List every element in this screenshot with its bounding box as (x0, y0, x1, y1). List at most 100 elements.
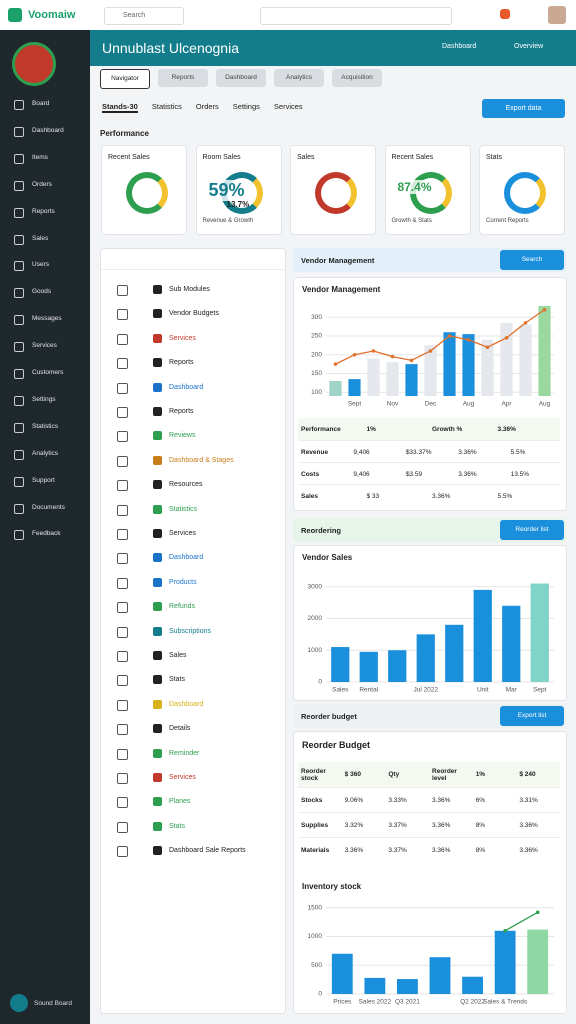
notifications[interactable] (500, 9, 510, 19)
chart-title: Vendor Management (302, 285, 381, 294)
list-item[interactable]: Dashboard Sale Reports (169, 847, 246, 855)
table: Performance 1% Growth % 3.36% Revenue 9,406 $3… (298, 418, 560, 506)
nav-item[interactable]: Users (32, 261, 49, 269)
list-item[interactable]: Dashboard (169, 383, 204, 391)
nav-item[interactable]: Statistics (32, 422, 59, 430)
nav-icon (14, 100, 24, 110)
subtab[interactable]: Settings (232, 102, 260, 111)
subtab[interactable]: Orders (195, 102, 219, 111)
nav-item[interactable]: Items (32, 153, 48, 161)
line-point (371, 349, 376, 353)
tab[interactable]: Analytics (274, 69, 324, 87)
list-item[interactable]: Services (169, 530, 196, 537)
nav-item[interactable]: Reports (32, 207, 55, 215)
card-graphic (504, 172, 546, 214)
bar (502, 605, 521, 682)
list-item[interactable]: Sub Modules (169, 286, 210, 293)
tab[interactable]: Dashboard (216, 69, 266, 87)
list-item[interactable]: Reviews (169, 432, 196, 440)
list-item[interactable]: Details (169, 725, 191, 733)
list-item[interactable]: Services (169, 334, 196, 342)
list-icon (117, 553, 128, 565)
nav-item[interactable]: Sales (32, 234, 49, 242)
y-tick-label: 1000 (308, 933, 323, 940)
header-cell: 1% (475, 771, 486, 778)
overview[interactable]: Overview (514, 43, 544, 50)
dropdown[interactable]: Dashboard (442, 43, 477, 50)
bar (519, 324, 532, 396)
list-item[interactable]: Refunds (169, 603, 196, 611)
x-tick-label: Jul 2022 (413, 687, 438, 694)
nav-item[interactable]: Feedback (32, 530, 61, 538)
search-field[interactable] (260, 7, 452, 25)
tab[interactable]: Navigator (100, 69, 150, 89)
list-badge (153, 699, 162, 709)
subtab[interactable]: Stands-30 (102, 102, 138, 113)
panel-button[interactable]: Export list (500, 706, 564, 726)
panel-button[interactable]: Reorder list (500, 520, 564, 540)
list-toolbar (101, 269, 285, 270)
list-item[interactable]: Products (169, 578, 197, 586)
nav-item[interactable]: Messages (32, 315, 62, 323)
bar (405, 364, 418, 396)
nav-item[interactable]: Services (32, 342, 57, 350)
card-title: Sales (297, 154, 315, 161)
x-tick-label: Q3 2021 (395, 999, 420, 1006)
nav-item[interactable]: Orders (32, 180, 52, 188)
list-icon (117, 675, 128, 687)
list-item[interactable]: Services (169, 774, 196, 781)
panel-button[interactable]: Search (500, 250, 564, 270)
y-tick-label: 1000 (308, 647, 323, 654)
tab[interactable]: Reports (158, 69, 208, 87)
list-item[interactable]: Vendor Budgets (169, 310, 219, 318)
nav-item[interactable]: Support (32, 476, 55, 484)
list-item[interactable]: Planes (169, 798, 191, 806)
list-item[interactable]: Resources (169, 481, 203, 489)
export-button[interactable]: Export data (482, 99, 565, 118)
tab[interactable]: Acquisition (332, 69, 382, 87)
header: Unnublast Ulcenognia Dashboard Overview (90, 30, 576, 66)
nav-item[interactable]: Dashboard (32, 126, 64, 134)
list-item[interactable]: Dashboard (169, 700, 204, 708)
list-item[interactable]: Reports (169, 359, 194, 367)
list-icon (117, 748, 128, 760)
nav-icon (14, 180, 24, 191)
cell: 3.36% (432, 492, 451, 500)
nav-icon (14, 234, 24, 245)
list-icon (117, 577, 128, 589)
avatar[interactable] (548, 6, 566, 24)
list-item[interactable]: Sales (169, 652, 187, 659)
nav-item[interactable]: Board (32, 100, 50, 107)
list-item[interactable]: Stats (169, 676, 185, 684)
list-item[interactable]: Dashboard & Stages (169, 456, 234, 464)
list-badge (153, 577, 162, 587)
subtab[interactable]: Services (273, 102, 303, 111)
list-item[interactable]: Reminder (169, 749, 200, 757)
list-badge (153, 748, 162, 758)
nav-item[interactable]: Goods (32, 288, 52, 296)
subtab[interactable]: Statistics (151, 102, 182, 111)
x-tick-label: Rental (359, 687, 378, 694)
header-cell: Qty (388, 771, 400, 778)
bar (445, 624, 464, 682)
x-tick-label: Dec (425, 401, 437, 408)
list-item[interactable]: Reports (169, 408, 194, 415)
cell: 3.36% (519, 822, 538, 829)
list-badge (153, 455, 162, 465)
x-tick-label: Prices (333, 999, 352, 1006)
search[interactable]: Search (104, 7, 184, 25)
list-item[interactable]: Dashboard (169, 554, 204, 562)
card-graphic (126, 172, 168, 214)
cell: Materials (301, 847, 330, 854)
bar (494, 930, 516, 994)
subtabs: Stands-30 Statistics Orders Settings Service… (102, 102, 303, 113)
cell: 9,406 (353, 470, 370, 478)
list-icon (117, 382, 128, 394)
list-item[interactable]: Stats (169, 822, 185, 830)
nav-item[interactable]: Documents (32, 503, 65, 511)
list-item[interactable]: Statistics (169, 505, 198, 513)
nav-item[interactable]: Settings (32, 395, 56, 403)
nav-item[interactable]: Customers (32, 369, 64, 376)
nav-item[interactable]: Analytics (32, 449, 59, 457)
list-item[interactable]: Subscriptions (169, 627, 212, 635)
